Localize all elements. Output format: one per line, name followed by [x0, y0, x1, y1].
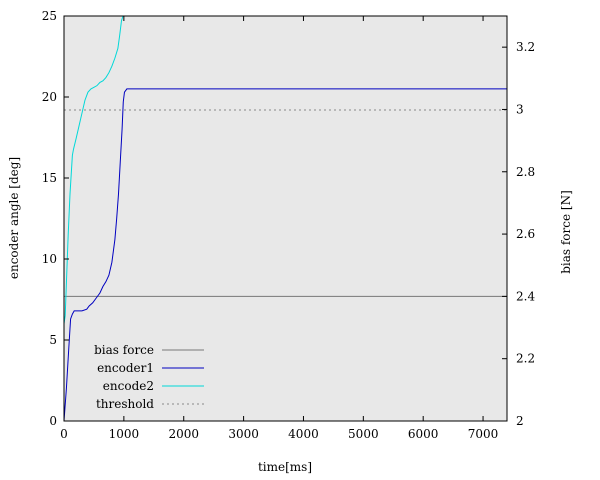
- legend-label: encoder1: [97, 361, 154, 375]
- y-tick-label: 15: [42, 171, 57, 185]
- x-tick-label: 6000: [408, 427, 439, 441]
- legend-label: encode2: [103, 379, 154, 393]
- x-axis-label: time[ms]: [258, 460, 312, 474]
- legend-label: threshold: [96, 397, 154, 411]
- x-tick-label: 7000: [468, 427, 499, 441]
- y2-tick-label: 2.4: [516, 289, 535, 303]
- series-line-encoder1: [63, 88, 507, 422]
- y-tick-label: 25: [42, 9, 57, 23]
- y-tick-label: 0: [49, 414, 57, 428]
- y2-tick-label: 2: [516, 414, 524, 428]
- y2-tick-label: 2.8: [516, 165, 535, 179]
- x-tick-label: 1000: [109, 427, 140, 441]
- x-tick-label: 2000: [168, 427, 199, 441]
- y2-tick-label: 3.2: [516, 40, 535, 54]
- legend-label: bias force: [94, 343, 154, 357]
- y-axis-label: encoder angle [deg]: [7, 157, 21, 279]
- plot-frame: [63, 15, 508, 422]
- x-tick-label: 0: [60, 427, 68, 441]
- y2-tick-label: 2.6: [516, 227, 535, 241]
- y2-axis-label: bias force [N]: [559, 190, 573, 274]
- series-layer: [63, 15, 507, 422]
- tick-layer: 0 1000 2000 3000 4000 5000 6000 7000 0 5 10 15 20 25 2…: [42, 9, 536, 441]
- y-tick-label: 20: [42, 90, 57, 104]
- legend: bias force encoder1 encode2 threshold: [94, 343, 204, 411]
- plot-background: [64, 16, 507, 421]
- y-tick-label: 10: [42, 252, 57, 266]
- y2-tick-label: 3: [516, 102, 524, 116]
- y2-tick-label: 2.2: [516, 352, 535, 366]
- x-tick-label: 3000: [228, 427, 259, 441]
- series-line-encode2: [63, 15, 124, 324]
- x-tick-label: 4000: [288, 427, 319, 441]
- y-tick-label: 5: [49, 333, 57, 347]
- x-tick-label: 5000: [348, 427, 379, 441]
